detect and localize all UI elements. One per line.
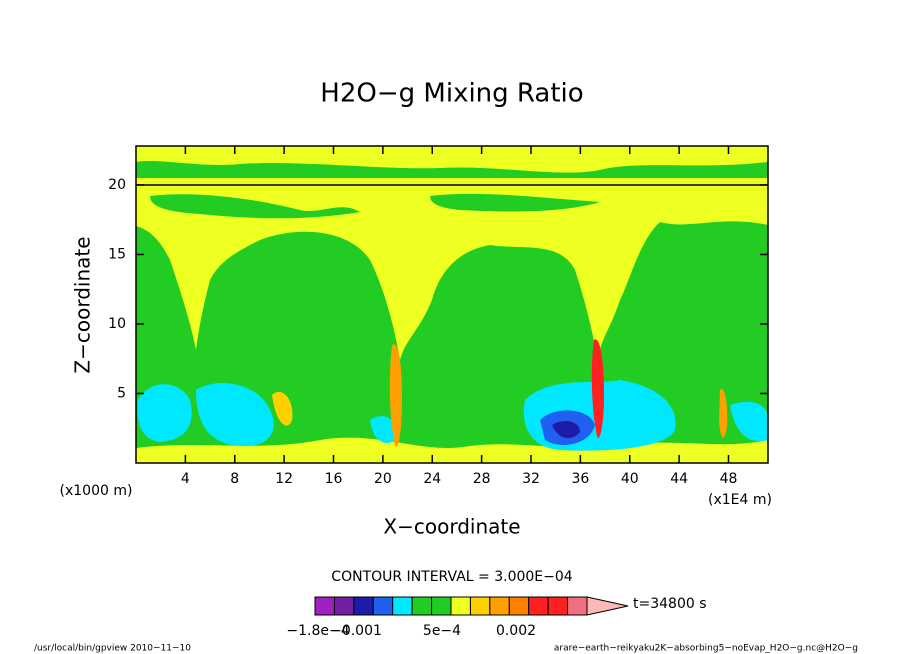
y-tick-label: 20 bbox=[108, 177, 126, 193]
field-cyan bbox=[196, 382, 274, 447]
plot-frame bbox=[135, 145, 769, 464]
x-tick-label: 20 bbox=[374, 471, 392, 487]
colorbar-label: 5e−4 bbox=[423, 623, 461, 639]
x-axis-label: X−coordinate bbox=[383, 515, 520, 539]
y-tick-label: 15 bbox=[108, 246, 126, 262]
colorbar-box bbox=[567, 596, 588, 616]
contour-interval: CONTOUR INTERVAL = 3.000E−04 bbox=[331, 569, 572, 585]
colorbar-extend bbox=[586, 596, 629, 616]
field-yellow bbox=[136, 437, 768, 463]
colorbar-box bbox=[508, 596, 530, 616]
field-orange bbox=[719, 389, 728, 438]
x-tick-label: 48 bbox=[720, 471, 738, 487]
colorbar-box bbox=[489, 596, 510, 616]
colorbar-box bbox=[450, 596, 471, 616]
x-tick-label: 32 bbox=[522, 471, 540, 487]
field-green bbox=[430, 193, 600, 212]
field-cyan bbox=[370, 416, 396, 444]
field-gold bbox=[272, 391, 293, 426]
contour-field bbox=[136, 146, 768, 463]
colorbar-box bbox=[333, 596, 355, 616]
colorbar-box bbox=[353, 596, 374, 616]
x-tick-label: 44 bbox=[670, 471, 688, 487]
x-tick-label: 16 bbox=[325, 471, 343, 487]
field-orange bbox=[389, 344, 402, 447]
x-tick-label: 4 bbox=[181, 471, 190, 487]
y-unit: (x1000 m) bbox=[60, 483, 133, 499]
colorbar-box bbox=[314, 596, 335, 616]
colorbar-box bbox=[392, 596, 413, 616]
colorbar-box bbox=[547, 596, 569, 616]
field-yellow bbox=[136, 178, 768, 360]
field-cyan bbox=[730, 401, 768, 442]
x-tick-label: 28 bbox=[473, 471, 491, 487]
colorbar-label: 0.002 bbox=[496, 623, 536, 639]
y-tick-label: 5 bbox=[117, 385, 126, 401]
field-green bbox=[150, 194, 360, 219]
colorbar-box bbox=[528, 596, 549, 616]
footer-right: arare−earth−reikyaku2K−absorbing5−noEvap… bbox=[554, 644, 858, 654]
field-yellow bbox=[136, 146, 768, 173]
footer-left: /usr/local/bin/gpview 2010−11−10 bbox=[34, 644, 191, 654]
colorbar-box bbox=[431, 596, 452, 616]
x-tick-label: 12 bbox=[275, 471, 293, 487]
x-tick-label: 24 bbox=[423, 471, 441, 487]
colorbar-label: −0.001 bbox=[330, 623, 382, 639]
x-tick-label: 36 bbox=[571, 471, 589, 487]
y-axis-label: Z−coordinate bbox=[71, 236, 95, 373]
chart-title: H2O−g Mixing Ratio bbox=[320, 79, 583, 109]
field-red bbox=[591, 339, 604, 438]
colorbar-box bbox=[411, 596, 433, 616]
colorbar-label: −1.8e−4 bbox=[286, 623, 349, 639]
x-unit: (x1E4 m) bbox=[708, 492, 772, 508]
time-label: t=34800 s bbox=[633, 596, 707, 612]
y-tick-label: 10 bbox=[108, 316, 126, 332]
colorbar-box bbox=[372, 596, 394, 616]
field-cyan bbox=[137, 384, 192, 442]
colorbar-box bbox=[469, 596, 491, 616]
x-tick-label: 8 bbox=[230, 471, 239, 487]
field-navy bbox=[552, 420, 580, 439]
x-tick-label: 40 bbox=[621, 471, 639, 487]
